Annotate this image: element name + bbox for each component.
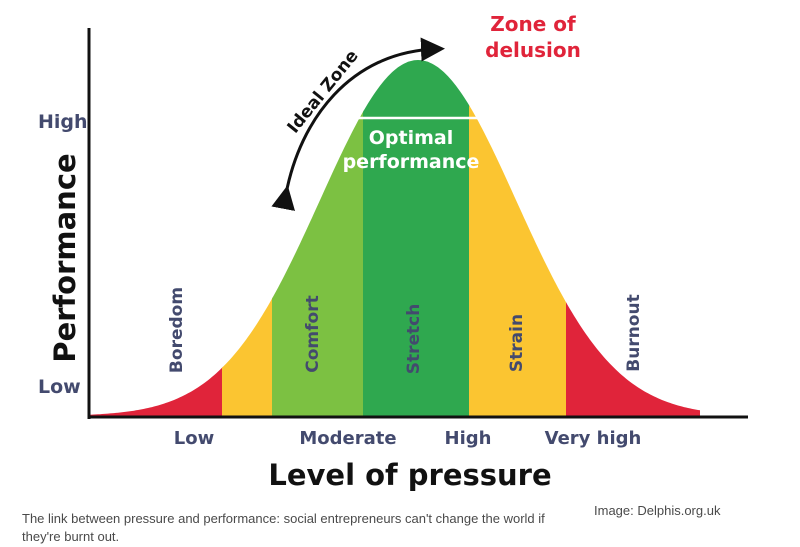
delusion-label-line1: Zone of — [490, 12, 576, 36]
y-axis-title: Performance — [48, 153, 82, 362]
x-tick-high: High — [445, 428, 492, 449]
x-tick-moderate: Moderate — [299, 428, 396, 449]
y-tick-low: Low — [38, 376, 81, 398]
image-credit: Image: Delphis.org.uk — [594, 503, 721, 518]
x-axis-title: Level of pressure — [268, 458, 551, 492]
zone-label-stretch: Stretch — [404, 304, 424, 375]
optimal-label-line2: performance — [343, 151, 480, 173]
figure-caption: The link between pressure and performanc… — [22, 511, 545, 544]
x-tick-very-high: Very high — [545, 428, 642, 449]
zone-label-comfort: Comfort — [303, 295, 323, 372]
zone-label-burnout: Burnout — [624, 294, 644, 371]
pressure-performance-diagram: High Low Performance Low Moderate High V… — [38, 12, 748, 492]
optimal-label-line1: Optimal — [369, 127, 453, 149]
zone-label-strain: Strain — [507, 314, 527, 372]
zone-yellow-left — [222, 60, 273, 416]
x-tick-low: Low — [174, 428, 214, 449]
ideal-zone-label: Ideal Zone — [284, 46, 363, 137]
delusion-label-line2: delusion — [485, 38, 581, 62]
y-tick-high: High — [38, 111, 88, 133]
zone-label-boredom: Boredom — [167, 287, 187, 373]
ideal-zone-arrow — [271, 37, 445, 211]
zone-red-left — [90, 60, 223, 416]
